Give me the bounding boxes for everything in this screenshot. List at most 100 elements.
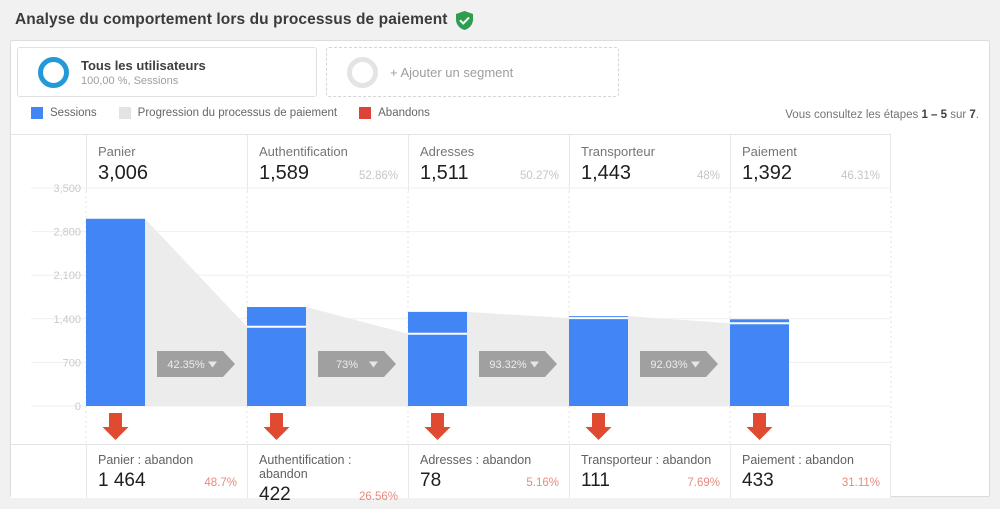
- step-header-1: Authentification 1,589 52.86%: [247, 135, 408, 191]
- transition-pill-0[interactable]: 42.35%: [157, 351, 235, 377]
- y-tick-label: 2,800: [53, 227, 81, 239]
- legend-item-0: Sessions: [31, 107, 97, 119]
- abandon-value: 433: [742, 470, 774, 491]
- abandon-pct: 5.16%: [526, 477, 559, 489]
- y-tick-label: 2,100: [53, 270, 81, 282]
- step-sessions-value: 1,392: [742, 162, 793, 184]
- step-name: Authentification: [259, 144, 348, 159]
- data-quality-shield-icon: [455, 10, 473, 30]
- step-name: Paiement: [742, 144, 797, 159]
- step-pct: 52.86%: [358, 170, 398, 182]
- add-segment-label: + Ajouter un segment: [390, 64, 514, 80]
- segment-detail: 100,00 %, Sessions: [81, 74, 179, 87]
- steps-note-total: 7: [969, 109, 976, 121]
- report-title-bar: Analyse du comportement lors du processu…: [15, 0, 473, 40]
- step-sessions-value: 1,443: [581, 162, 632, 184]
- segment-name: Tous les utilisateurs: [81, 57, 206, 73]
- legend-swatch-icon: [359, 107, 372, 119]
- add-segment-donut-icon: [347, 56, 378, 88]
- sessions-bar-2[interactable]: [408, 311, 467, 406]
- abandon-card-0: Panier : abandon 1 464 48.7%: [86, 445, 247, 498]
- legend-item-2: Abandons: [359, 107, 430, 119]
- transition-pill-2[interactable]: 93.32%: [479, 351, 557, 377]
- step-name: Panier: [98, 144, 136, 159]
- chevron-down-icon: [691, 361, 700, 368]
- chevron-down-icon: [530, 361, 539, 368]
- step-header-3: Transporteur 1,443 48%: [569, 135, 730, 191]
- step-header-2: Adresses 1,511 50.27%: [408, 135, 569, 191]
- segment-donut-icon: [38, 56, 69, 88]
- pill-arrow-tip-icon: [706, 351, 718, 377]
- abandon-card-3: Transporteur : abandon 111 7.69%: [569, 445, 730, 498]
- abandon-pct: 31.11%: [841, 477, 880, 489]
- step-pct: 46.31%: [840, 170, 880, 182]
- pill-arrow-tip-icon: [545, 351, 557, 377]
- progression-band-0: [145, 218, 247, 406]
- abandon-arrow-icon-0[interactable]: [102, 413, 129, 440]
- legend-swatch-icon: [31, 107, 43, 119]
- chart-legend: Sessions Progression du processus de paie…: [31, 107, 452, 119]
- abandon-value: 78: [420, 470, 442, 491]
- abandon-name: Paiement : abandon: [742, 453, 854, 467]
- step-name: Transporteur: [581, 144, 655, 159]
- sessions-bar-1[interactable]: [247, 307, 306, 406]
- abandon-value: 422: [259, 484, 291, 505]
- legend-item-1: Progression du processus de paiement: [118, 107, 338, 119]
- page-title: Analyse du comportement lors du processu…: [15, 11, 448, 28]
- transition-rate-label: 73%: [336, 359, 358, 371]
- add-segment-button[interactable]: + Ajouter un segment: [326, 47, 619, 97]
- funnel-chart: 3,500 2,800 2,100 1,400 700 0 42.35% 73% 93.32% 9…: [31, 183, 892, 444]
- steps-pagination-note: Vous consultez les étapes 1 – 5 sur 7.: [785, 109, 979, 121]
- step-header-row: Panier 3,006 Authentification 1,589 52.86% Ad…: [11, 134, 891, 191]
- steps-note-range: 1 – 5: [921, 109, 948, 121]
- abandon-card-1: Authentification : abandon 422 26.56%: [247, 445, 408, 505]
- steps-note-prefix: Vous consultez les étapes: [785, 109, 922, 121]
- legend-label: Progression du processus de paiement: [137, 107, 338, 119]
- abandon-arrow-icon-3[interactable]: [585, 413, 612, 440]
- transition-rate-label: 93.32%: [489, 359, 527, 371]
- pill-arrow-tip-icon: [223, 351, 235, 377]
- transition-rate-label: 42.35%: [167, 359, 205, 371]
- abandon-row: Panier : abandon 1 464 48.7% Authentificati…: [11, 444, 891, 505]
- transition-pill-1[interactable]: 73%: [318, 351, 396, 377]
- chevron-down-icon: [208, 361, 217, 368]
- abandon-name: Authentification : abandon: [259, 453, 352, 481]
- step-header-0: Panier 3,006: [86, 135, 247, 191]
- abandon-axis-spacer: [11, 445, 86, 498]
- abandon-card-2: Adresses : abandon 78 5.16%: [408, 445, 569, 498]
- abandon-arrow-icon-2[interactable]: [424, 413, 451, 440]
- sessions-bar-4[interactable]: [730, 319, 789, 406]
- abandon-name: Panier : abandon: [98, 453, 194, 467]
- steps-note-suffix: .: [975, 109, 979, 121]
- y-tick-label: 700: [63, 357, 81, 369]
- legend-swatch-icon: [118, 107, 131, 119]
- transition-pill-3[interactable]: 92.03%: [640, 351, 718, 377]
- abandon-value: 1 464: [98, 470, 146, 491]
- sessions-bar-3[interactable]: [569, 316, 628, 406]
- step-sessions-value: 1,511: [420, 162, 469, 184]
- step-sessions-value: 1,589: [259, 162, 310, 184]
- y-tick-label: 0: [75, 401, 81, 413]
- chevron-down-icon: [369, 361, 378, 368]
- abandon-card-4: Paiement : abandon 433 31.11%: [730, 445, 891, 498]
- abandon-pct: 48.7%: [204, 477, 237, 489]
- abandon-name: Adresses : abandon: [420, 453, 532, 467]
- y-tick-label: 3,500: [53, 183, 81, 195]
- segment-card-all-users[interactable]: Tous les utilisateurs 100,00 %, Sessions: [17, 47, 317, 97]
- sessions-bar-0[interactable]: [86, 218, 145, 406]
- step-sessions-value: 3,006: [98, 162, 149, 184]
- y-tick-label: 1,400: [53, 314, 81, 326]
- step-header-4: Paiement 1,392 46.31%: [730, 135, 891, 191]
- steps-note-middle: sur: [947, 109, 970, 121]
- step-pct: 48%: [696, 170, 720, 182]
- transition-rate-label: 92.03%: [650, 359, 688, 371]
- abandon-pct: 26.56%: [358, 491, 398, 503]
- step-pct: 50.27%: [519, 170, 559, 182]
- abandon-arrow-icon-1[interactable]: [263, 413, 290, 440]
- legend-label: Sessions: [50, 107, 97, 119]
- abandon-value: 111: [581, 470, 610, 491]
- step-name: Adresses: [420, 144, 475, 159]
- report-card: Tous les utilisateurs 100,00 %, Sessions…: [10, 40, 990, 505]
- pill-arrow-tip-icon: [384, 351, 396, 377]
- abandon-arrow-icon-4[interactable]: [746, 413, 773, 440]
